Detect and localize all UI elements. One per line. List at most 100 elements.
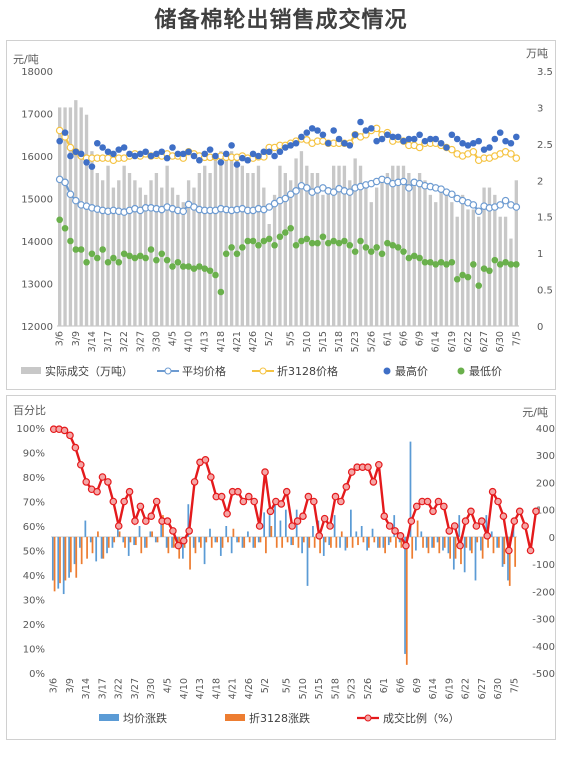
legend-label-min: 最低价	[469, 365, 502, 378]
left-axis-unit: 百分比	[13, 404, 46, 417]
volume-bar	[509, 238, 513, 326]
avg-change-bar	[480, 536, 482, 551]
min-price-point	[136, 252, 144, 260]
volume-bar	[460, 194, 465, 326]
min-price-point	[292, 241, 300, 249]
ratio-point	[282, 487, 291, 496]
max-price-point	[67, 152, 74, 160]
volume-bar	[224, 151, 228, 326]
max-price-point	[212, 152, 219, 160]
max-price-point	[298, 133, 305, 141]
volume-bar	[417, 173, 422, 326]
avg-change-bar	[387, 536, 390, 546]
zhe-change-bar	[80, 536, 83, 565]
min-price-point	[120, 250, 128, 258]
ratio-point	[142, 517, 150, 525]
max-price-point	[308, 125, 316, 132]
volume-bar	[374, 187, 379, 326]
avg-price-point	[469, 201, 478, 209]
avg-price-point	[292, 187, 300, 195]
x-tick-label: 5/18	[334, 331, 345, 352]
x-tick-label: 4/21	[228, 678, 239, 699]
avg-price-point	[448, 190, 456, 199]
x-tick-label: 4/26	[248, 331, 259, 352]
zhe-change-bars	[53, 515, 517, 665]
zhe-change-bar	[281, 536, 284, 548]
zhe-change-bar	[64, 536, 67, 581]
avg-change-bar	[144, 536, 146, 548]
ratio-point	[445, 527, 454, 535]
legend-label-ratio: 成交比例（%）	[383, 711, 459, 725]
avg-change-bar	[322, 536, 325, 556]
ratio-point	[532, 507, 540, 516]
volume-bar	[267, 224, 271, 326]
max-price-point	[303, 129, 311, 136]
volume-bar	[79, 107, 83, 326]
max-price-point	[427, 135, 434, 143]
min-price-point	[110, 254, 117, 262]
zhe-change-bar	[75, 536, 78, 578]
ratio-point	[190, 478, 199, 486]
zhe-change-bar	[151, 531, 153, 537]
zhe-change-bar	[443, 536, 446, 548]
ratio-point	[320, 514, 329, 523]
min-price-point	[314, 239, 321, 247]
legend-marker-ratio	[364, 714, 372, 722]
avg-change-bar	[252, 536, 255, 548]
min-price-point	[217, 288, 225, 296]
volume-bar	[235, 158, 239, 326]
max-price-point	[362, 127, 370, 134]
zhe-change-bar	[248, 536, 251, 543]
min-price-point	[416, 254, 423, 262]
avg-change-bar	[84, 520, 87, 537]
ratio-point	[174, 541, 183, 550]
avg-change-bar	[490, 531, 493, 537]
avg-change-bar	[404, 536, 406, 654]
max-price-point	[99, 144, 106, 151]
zhe-change-bar	[286, 536, 289, 543]
min-price-point	[330, 237, 337, 245]
zhe-change-bar	[378, 536, 381, 548]
zhe-change-bar	[162, 515, 164, 537]
avg-change-bar	[312, 526, 314, 537]
zhe-change-bar	[243, 536, 246, 548]
volume-bar	[466, 209, 470, 326]
max-price-point	[201, 150, 209, 158]
min-price-point	[475, 282, 483, 289]
x-tick-label: 6/27	[479, 331, 490, 352]
min-price-point	[77, 246, 85, 253]
min-price-point	[357, 237, 364, 245]
ratio-point	[277, 500, 286, 508]
volume-bar	[203, 165, 207, 326]
avg-change-bar	[187, 504, 190, 537]
volume-bar	[219, 151, 223, 326]
volume-bar	[95, 173, 99, 326]
min-price-point	[421, 258, 429, 266]
max-price-point	[93, 139, 101, 147]
volume-bar	[358, 165, 363, 326]
ratio-point	[515, 507, 524, 516]
volume-bar	[326, 187, 330, 326]
volume-bar	[117, 180, 121, 326]
max-price-point	[276, 148, 284, 156]
avg-change-bar	[447, 536, 450, 554]
avg-change-bar	[214, 536, 217, 543]
avg-change-bar	[122, 536, 125, 543]
max-price-point	[265, 148, 273, 156]
zhe-change-bar	[324, 536, 327, 543]
max-price-point	[432, 135, 440, 143]
right-tick-label: 0	[537, 322, 543, 333]
ratio-point	[207, 473, 215, 481]
avg-change-bar	[165, 536, 168, 548]
legend: 均价涨跌 折3128涨跌 成交比例（%）	[99, 711, 459, 725]
zhe-change-bar	[91, 536, 94, 554]
x-tick-label: 5/2	[264, 331, 275, 346]
legend-label-volume: 实际成交（万吨）	[45, 364, 133, 378]
x-tick-label: 4/13	[195, 678, 206, 699]
avg-change-bar	[230, 536, 233, 554]
min-price-point	[491, 256, 499, 264]
left-tick-label: 14000	[21, 237, 53, 248]
avg-price-point	[501, 196, 510, 205]
avg-change-bar	[469, 536, 471, 551]
max-price-point	[244, 156, 252, 164]
